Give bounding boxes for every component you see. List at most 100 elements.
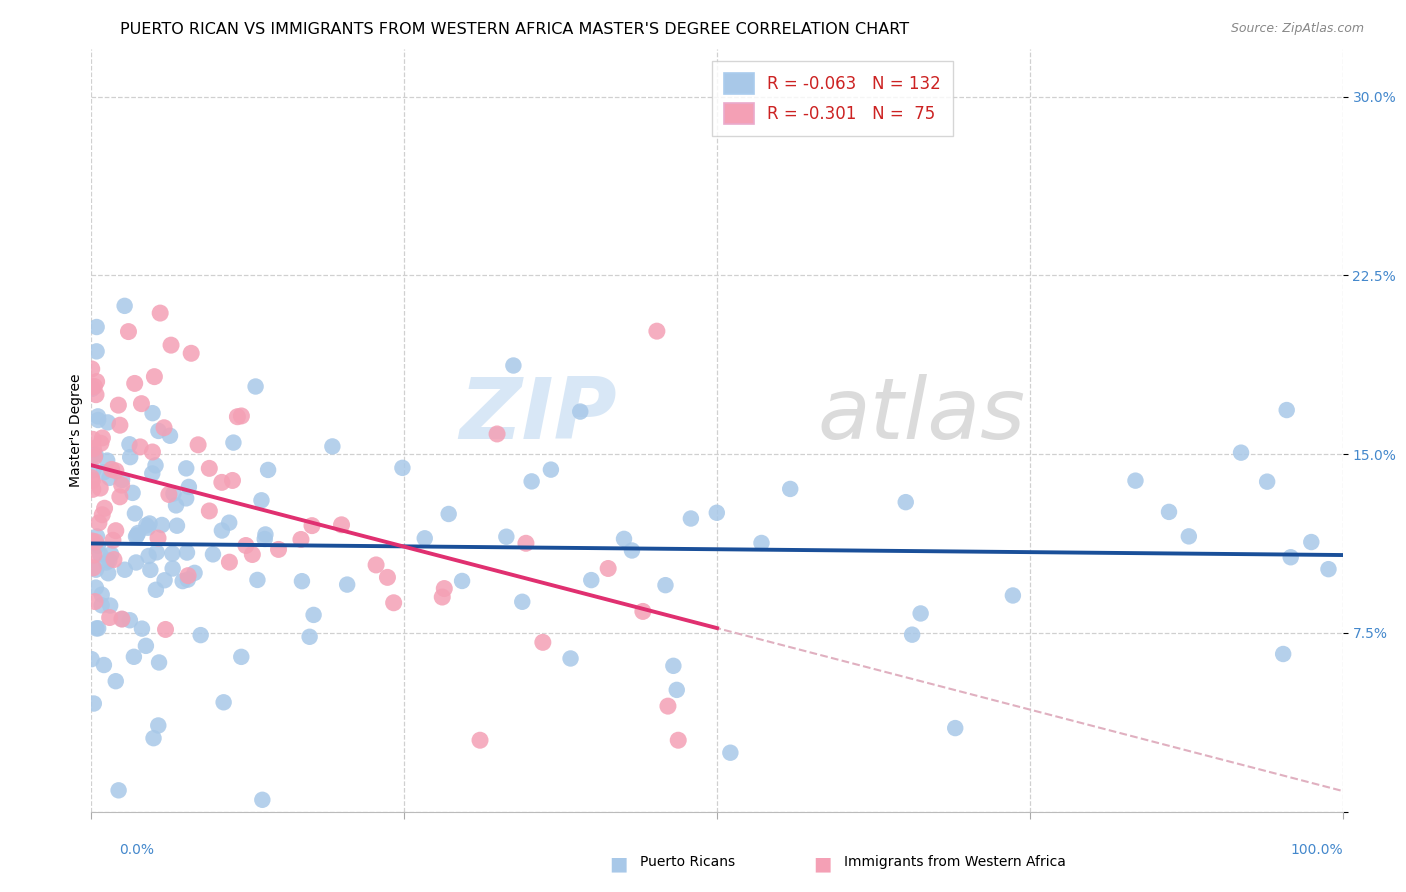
- Point: [433, 582, 456, 596]
- Point: [172, 574, 194, 588]
- Point: [246, 573, 269, 587]
- Point: [98, 471, 121, 485]
- Point: [250, 493, 273, 508]
- Point: [1125, 474, 1147, 488]
- Point: [96, 453, 118, 467]
- Point: [84, 563, 107, 577]
- Point: [98, 599, 121, 613]
- Point: [153, 574, 176, 588]
- Point: [87, 413, 110, 427]
- Point: [125, 530, 148, 544]
- Point: [910, 607, 932, 621]
- Point: [118, 437, 141, 451]
- Point: [631, 604, 654, 618]
- Point: [122, 649, 145, 664]
- Point: [153, 421, 176, 435]
- Point: [100, 462, 122, 476]
- Point: [97, 416, 120, 430]
- Point: [540, 462, 562, 476]
- Point: [160, 338, 183, 352]
- Point: [148, 718, 170, 732]
- Point: [93, 465, 115, 479]
- Point: [108, 490, 131, 504]
- Point: [145, 458, 167, 473]
- Point: [80, 362, 103, 376]
- Point: [231, 649, 253, 664]
- Point: [1157, 505, 1180, 519]
- Point: [253, 532, 276, 546]
- Point: [124, 376, 146, 391]
- Point: [104, 674, 127, 689]
- Point: [93, 501, 115, 516]
- Point: [706, 506, 728, 520]
- Point: [468, 733, 491, 747]
- Point: [82, 463, 104, 477]
- Point: [84, 387, 107, 401]
- Point: [162, 547, 184, 561]
- Point: [100, 547, 122, 561]
- Point: [90, 436, 112, 450]
- Point: [1001, 589, 1024, 603]
- Point: [82, 442, 104, 456]
- Point: [89, 547, 111, 561]
- Point: [139, 563, 162, 577]
- Point: [779, 482, 801, 496]
- Point: [162, 486, 184, 500]
- Point: [108, 418, 131, 433]
- Point: [187, 438, 209, 452]
- Point: [131, 622, 153, 636]
- Point: [290, 533, 312, 547]
- Point: [82, 474, 104, 488]
- Point: [87, 621, 110, 635]
- Point: [84, 594, 107, 608]
- Point: [96, 556, 118, 570]
- Point: [581, 573, 603, 587]
- Point: [111, 612, 134, 626]
- Point: [240, 548, 263, 562]
- Point: [149, 306, 172, 320]
- Point: [1178, 529, 1201, 543]
- Point: [142, 406, 165, 420]
- Text: Puerto Ricans: Puerto Ricans: [640, 855, 735, 869]
- Point: [330, 517, 353, 532]
- Point: [515, 536, 537, 550]
- Point: [135, 518, 157, 533]
- Point: [252, 793, 274, 807]
- Point: [82, 533, 104, 548]
- Point: [165, 499, 187, 513]
- Point: [80, 652, 103, 666]
- Point: [1317, 562, 1340, 576]
- Point: [141, 467, 163, 481]
- Point: [257, 463, 280, 477]
- Point: [145, 545, 167, 559]
- Point: [177, 573, 200, 587]
- Point: [254, 527, 277, 541]
- Point: [180, 346, 202, 360]
- Point: [84, 534, 107, 549]
- Point: [91, 508, 114, 522]
- Point: [82, 382, 104, 396]
- Point: [91, 431, 114, 445]
- Point: [111, 473, 134, 487]
- Point: [141, 445, 163, 459]
- Point: [657, 699, 679, 714]
- Text: Immigrants from Western Africa: Immigrants from Western Africa: [844, 855, 1066, 869]
- Point: [1301, 535, 1323, 549]
- Point: [129, 440, 152, 454]
- Point: [221, 474, 243, 488]
- Point: [118, 613, 141, 627]
- Point: [231, 409, 253, 423]
- Point: [166, 518, 188, 533]
- Point: [157, 487, 180, 501]
- Point: [198, 461, 221, 475]
- Point: [245, 379, 267, 393]
- Point: [162, 561, 184, 575]
- Point: [560, 651, 582, 665]
- Point: [654, 578, 676, 592]
- Point: [87, 539, 110, 553]
- Point: [83, 379, 105, 393]
- Point: [86, 320, 108, 334]
- Point: [80, 380, 103, 394]
- Point: [520, 475, 543, 489]
- Point: [101, 533, 124, 548]
